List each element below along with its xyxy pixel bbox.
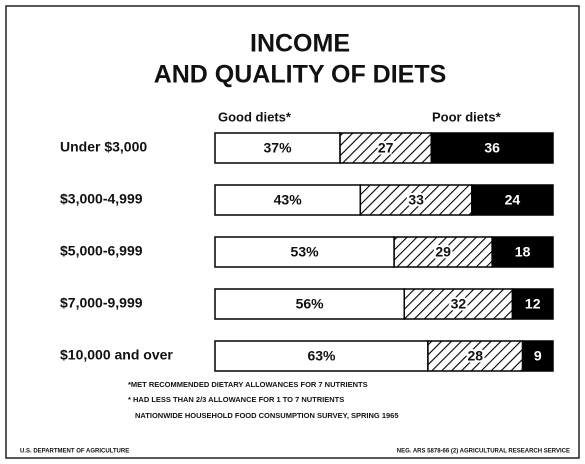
value-label: 24 [505,192,521,208]
footnote: *MET RECOMMENDED DIETARY ALLOWANCES FOR … [128,380,368,389]
source: NEG. ARS 5878-66 (2) AGRICULTURAL RESEAR… [397,449,570,455]
category-label: $3,000-4,999 [60,191,143,207]
bar-segment [214,184,362,216]
frame [5,5,580,459]
bar-segment [214,132,341,164]
source: U.S. DEPARTMENT OF AGRICULTURE [20,449,129,455]
legend-label: Good diets* [218,109,292,124]
value-label: 27 [378,140,394,156]
chart-title: INCOME [250,30,350,58]
value-label: 9 [534,348,542,364]
value-label: 33 [408,192,424,208]
value-label: 18 [515,244,531,260]
value-label: 53% [291,244,320,260]
value-label: 43% [274,192,303,208]
legend-label: Poor diets* [432,109,502,124]
chart-title: AND QUALITY OF DIETS [154,61,447,89]
category-label: $5,000-6,999 [60,243,143,259]
bar-segment [491,236,554,268]
value-label: 28 [467,348,483,364]
footnote: NATIONWIDE HOUSEHOLD FOOD CONSUMPTION SU… [135,411,399,420]
bar-segment [430,132,554,164]
value-label: 63% [307,348,336,364]
value-label: 12 [525,296,541,312]
bar-segment [521,340,554,372]
category-label: $7,000-9,999 [60,295,143,311]
value-label: 32 [451,296,467,312]
bar-segment [214,236,395,268]
bar-segment [393,236,493,268]
category-label: Under $3,000 [60,139,147,155]
bar-segment [214,288,406,320]
bar-segment [214,340,429,372]
value-label: 56% [296,296,325,312]
footnote: * HAD LESS THAN 2/3 ALLOWANCE FOR 1 TO 7… [128,395,344,404]
bar-segment [471,184,554,216]
bar-segment [511,288,554,320]
bar-segment [359,184,473,216]
value-label: 36 [484,140,500,156]
bar-segment [339,132,433,164]
bar-segment [403,288,514,320]
value-label: 29 [435,244,451,260]
value-label: 37% [264,140,293,156]
category-label: $10,000 and over [60,347,173,363]
